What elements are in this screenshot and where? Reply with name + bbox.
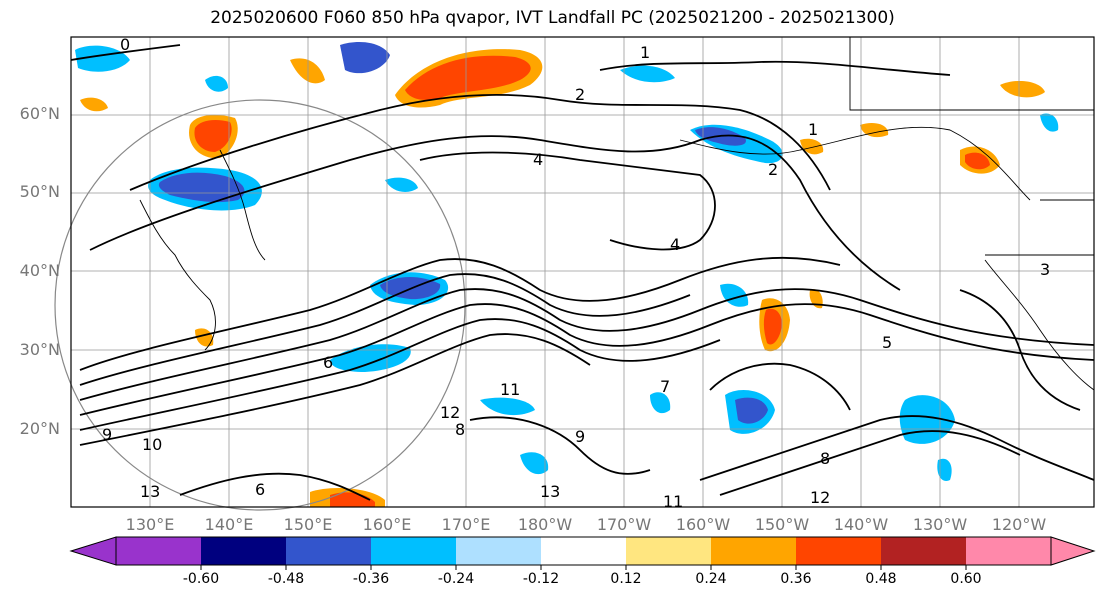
lon-label: 180°W [517,515,573,534]
contour-label: 6 [323,353,333,372]
contour-label: 4 [670,235,680,254]
contour-label: 1 [640,43,650,62]
radius-circle [54,99,466,511]
contour-label: 11 [663,492,683,511]
colorbar [69,536,1096,570]
lat-label: 60°N [19,104,60,123]
contour-label: 13 [140,482,160,501]
lon-label: 150°E [283,515,333,534]
lon-label: 170°W [596,515,652,534]
contour-label: 4 [533,150,543,169]
colorbar-tick-label: -0.36 [352,571,390,587]
contour-label: 6 [255,480,265,499]
lon-label: 140°W [833,515,889,534]
colorbar-high-extension [1050,536,1096,566]
colorbar-tick-label: 0.48 [865,571,897,587]
contour-label: 8 [820,449,830,468]
contour-label: 3 [1040,260,1050,279]
map-frame [70,36,1095,508]
contour-label: 7 [660,377,670,396]
graticule [71,37,1094,507]
contour-label: 9 [575,427,585,446]
contour-label: 5 [882,333,892,352]
contour-label: 2 [768,160,778,179]
contour-label: 11 [500,380,520,399]
colorbar-tick-label: -0.12 [522,571,560,587]
contour-label: 12 [440,403,460,422]
lon-label: 130°E [125,515,175,534]
contour-label: 1 [808,120,818,139]
colorbar-low-extension [69,536,117,566]
contour-label: 12 [810,488,830,507]
contour-label: 0 [120,35,130,54]
lat-label: 50°N [19,182,60,201]
contour-label-group: 0 1 2 4 1 2 4 5 3 6 9 10 11 12 13 8 7 11… [102,35,1050,511]
lat-label: 20°N [19,419,60,438]
lon-label: 130°W [912,515,968,534]
contour-label: 9 [102,425,112,444]
lon-label: 120°W [991,515,1047,534]
coastlines [139,37,1095,391]
colorbar-tick-label: 0.60 [950,571,982,587]
lon-label: 170°E [441,515,491,534]
colorbar-tick-label: -0.60 [182,571,220,587]
colorbar-tick-label: -0.24 [437,571,475,587]
lon-label: 160°W [675,515,731,534]
lat-label: 30°N [19,340,60,359]
colorbar-tick-label: -0.48 [267,571,305,587]
lat-label: 40°N [19,261,60,280]
lon-label: 140°E [204,515,254,534]
lon-label: 150°W [754,515,810,534]
contour-lines [70,44,1095,501]
map-title: 2025020600 F060 850 hPa qvapor, IVT Land… [210,8,895,28]
colorbar-tick-label: 0.24 [695,571,727,587]
contour-label: 13 [540,482,560,501]
contour-label: 8 [455,420,465,439]
colorbar-tick-label: 0.36 [780,571,812,587]
contour-label: 10 [142,435,162,454]
colorbar-tick-label: 0.12 [610,571,642,587]
contour-label: 2 [575,85,585,104]
lon-label: 160°E [362,515,412,534]
